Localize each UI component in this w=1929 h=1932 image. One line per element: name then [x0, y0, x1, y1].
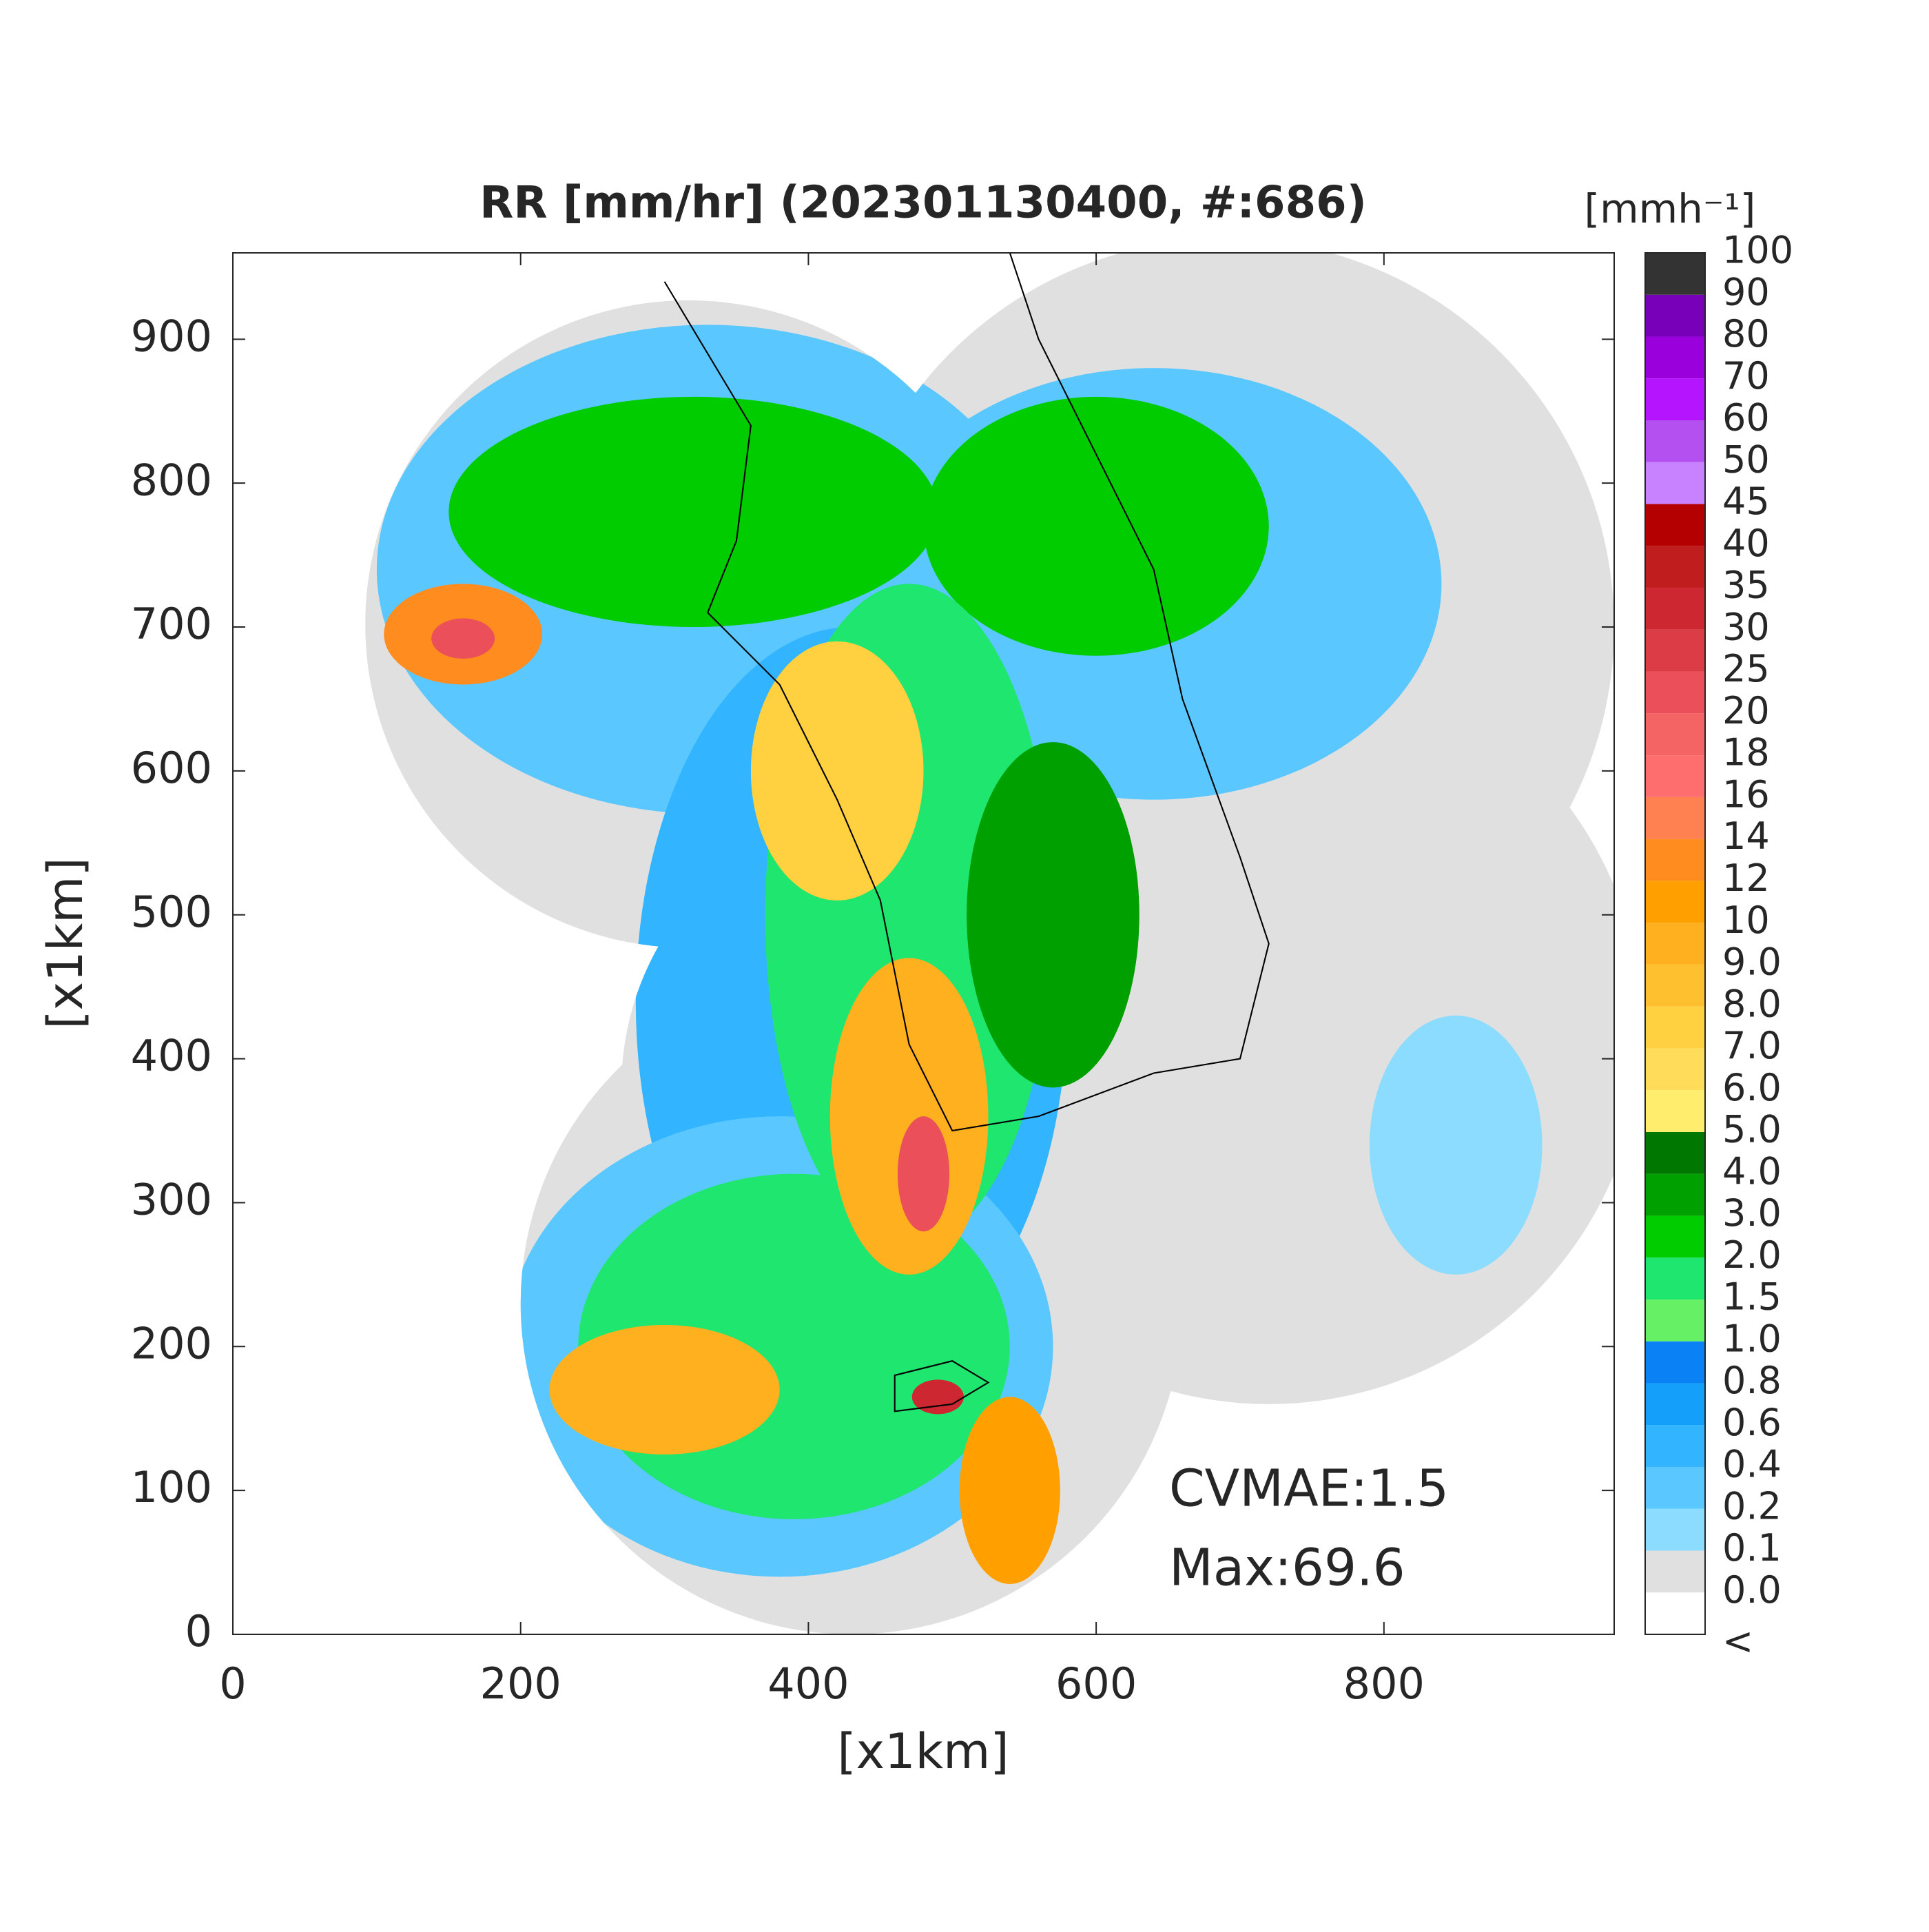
colorbar-swatch [1645, 1466, 1705, 1509]
colorbar-level: 14 [1722, 814, 1770, 858]
y-tick-label: 200 [131, 1318, 212, 1368]
colorbar-level: 20 [1722, 689, 1770, 732]
axes-frame [232, 252, 1615, 1635]
colorbar-swatch [1645, 1131, 1705, 1174]
colorbar-swatch [1645, 504, 1705, 546]
colorbar-swatch [1645, 1215, 1705, 1258]
colorbar-swatch [1645, 839, 1705, 881]
x-axis-label: [x1km] [837, 1723, 1009, 1780]
colorbar-swatch [1645, 1383, 1705, 1426]
colorbar-swatch [1645, 1508, 1705, 1551]
colorbar-swatch [1645, 1592, 1705, 1634]
annotation: CVMAE:1.5 [1169, 1459, 1449, 1519]
colorbar-swatch [1645, 755, 1705, 797]
annotation: Max:69.6 [1169, 1539, 1405, 1598]
colorbar-level: 0.0 [1722, 1568, 1782, 1612]
colorbar-level: 8.0 [1722, 982, 1782, 1025]
colorbar-level: 12 [1722, 856, 1770, 900]
colorbar-swatch [1645, 462, 1705, 504]
colorbar-swatch [1645, 671, 1705, 714]
y-tick-label: 800 [131, 455, 212, 505]
y-tick-label: 500 [131, 887, 212, 937]
colorbar-frame [1644, 252, 1706, 1635]
colorbar-level: 9.0 [1722, 941, 1782, 984]
colorbar-swatch [1645, 713, 1705, 756]
y-tick-label: 300 [131, 1175, 212, 1225]
colorbar-level: < [1722, 1620, 1753, 1663]
colorbar-level: 45 [1722, 480, 1770, 523]
colorbar-swatch [1645, 964, 1705, 1007]
colorbar-label: [mmh⁻¹] [1585, 185, 1756, 232]
colorbar-swatch [1645, 336, 1705, 379]
colorbar-level: 60 [1722, 396, 1770, 440]
x-tick-label: 200 [480, 1658, 561, 1709]
colorbar-level: 4.0 [1722, 1149, 1782, 1193]
colorbar-swatch [1645, 1173, 1705, 1216]
colorbar-level: 30 [1722, 605, 1770, 648]
colorbar-level: 1.0 [1722, 1317, 1782, 1360]
colorbar-level: 90 [1722, 270, 1770, 314]
colorbar-level: 2.0 [1722, 1233, 1782, 1277]
colorbar-swatch [1645, 1006, 1705, 1049]
colorbar-swatch [1645, 629, 1705, 672]
colorbar-swatch [1645, 881, 1705, 923]
colorbar-swatch [1645, 378, 1705, 421]
colorbar-level: 40 [1722, 522, 1770, 565]
colorbar-level: 18 [1722, 731, 1770, 774]
x-tick-label: 0 [219, 1658, 246, 1709]
colorbar-level: 25 [1722, 647, 1770, 690]
colorbar-level: 50 [1722, 438, 1770, 481]
colorbar-swatch [1645, 797, 1705, 839]
colorbar-level: 35 [1722, 564, 1770, 607]
colorbar-level: 1.5 [1722, 1275, 1782, 1319]
colorbar-swatch [1645, 1257, 1705, 1299]
colorbar-level: 5.0 [1722, 1108, 1782, 1151]
colorbar-level: 0.4 [1722, 1443, 1782, 1486]
colorbar-level: 10 [1722, 898, 1770, 942]
chart-title: RR [mm/hr] (202301130400, #:686) [479, 178, 1367, 229]
y-tick-label: 400 [131, 1031, 212, 1081]
colorbar-level: 0.6 [1722, 1401, 1782, 1444]
y-axis-label: [x1km] [37, 857, 94, 1029]
colorbar-level: 16 [1722, 772, 1770, 816]
colorbar-swatch [1645, 294, 1705, 337]
y-tick-label: 900 [131, 311, 212, 361]
colorbar-swatch [1645, 1341, 1705, 1384]
x-tick-label: 600 [1055, 1658, 1137, 1709]
y-tick-label: 600 [131, 743, 212, 793]
colorbar-swatch [1645, 546, 1705, 588]
colorbar-swatch [1645, 1090, 1705, 1132]
colorbar-level: 0.2 [1722, 1484, 1782, 1528]
colorbar-level: 100 [1722, 229, 1793, 272]
colorbar-level: 3.0 [1722, 1191, 1782, 1235]
x-tick-label: 400 [767, 1658, 849, 1709]
y-tick-label: 700 [131, 599, 212, 649]
colorbar-level: 80 [1722, 312, 1770, 356]
colorbar-level: 70 [1722, 354, 1770, 398]
colorbar-swatch [1645, 588, 1705, 630]
y-tick-label: 0 [185, 1606, 212, 1656]
colorbar-level: 0.1 [1722, 1526, 1782, 1570]
colorbar-swatch [1645, 1550, 1705, 1593]
colorbar-level: 0.8 [1722, 1359, 1782, 1402]
colorbar-swatch [1645, 923, 1705, 965]
radar-image [365, 253, 1614, 1634]
colorbar-swatch [1645, 253, 1705, 295]
colorbar-swatch [1645, 1299, 1705, 1342]
colorbar-level: 6.0 [1722, 1066, 1782, 1109]
colorbar-swatch [1645, 1425, 1705, 1467]
colorbar-swatch [1645, 420, 1705, 462]
x-tick-label: 800 [1343, 1658, 1425, 1709]
y-tick-label: 100 [131, 1462, 212, 1512]
colorbar-swatch [1645, 1048, 1705, 1091]
colorbar-level: 7.0 [1722, 1024, 1782, 1067]
